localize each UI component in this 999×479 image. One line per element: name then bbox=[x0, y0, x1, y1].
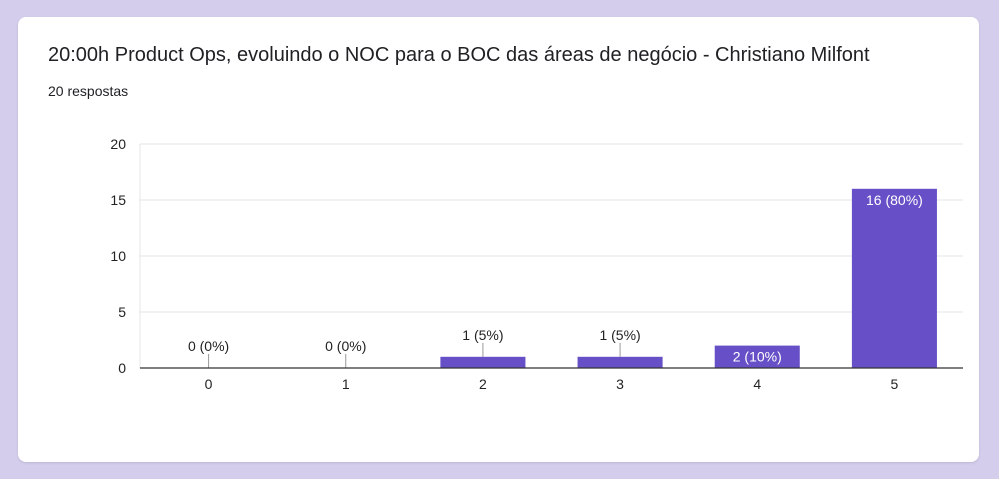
question-card: 20:00h Product Ops, evoluindo o NOC para… bbox=[18, 17, 979, 462]
y-tick-label: 15 bbox=[110, 192, 126, 208]
x-tick-label: 0 bbox=[205, 376, 213, 392]
response-count: 20 respostas bbox=[48, 83, 129, 99]
data-label: 0 (0%) bbox=[325, 338, 366, 354]
data-label: 2 (10%) bbox=[733, 349, 782, 365]
y-tick-label: 20 bbox=[110, 136, 126, 152]
bar bbox=[440, 356, 526, 368]
y-tick-label: 5 bbox=[118, 304, 126, 320]
x-tick-label: 3 bbox=[616, 376, 624, 392]
bar-chart: 0 5 10 15 20 0 (0%) 0 0 (0%) 1 1 (5%) 2 1 (5%) 3 2 (1… bbox=[110, 136, 963, 392]
y-tick-label: 0 bbox=[118, 360, 126, 376]
data-label: 0 (0%) bbox=[188, 338, 229, 354]
bar bbox=[577, 356, 663, 368]
x-tick-label: 5 bbox=[891, 376, 899, 392]
data-label: 1 (5%) bbox=[599, 327, 640, 343]
data-label: 16 (80%) bbox=[866, 192, 923, 208]
bar bbox=[851, 188, 937, 368]
bar bbox=[714, 345, 800, 368]
x-tick-label: 4 bbox=[753, 376, 761, 392]
question-title: 20:00h Product Ops, evoluindo o NOC para… bbox=[48, 44, 870, 66]
data-label: 1 (5%) bbox=[462, 327, 503, 343]
y-tick-label: 10 bbox=[110, 248, 126, 264]
x-tick-label: 2 bbox=[479, 376, 487, 392]
x-tick-label: 1 bbox=[342, 376, 350, 392]
